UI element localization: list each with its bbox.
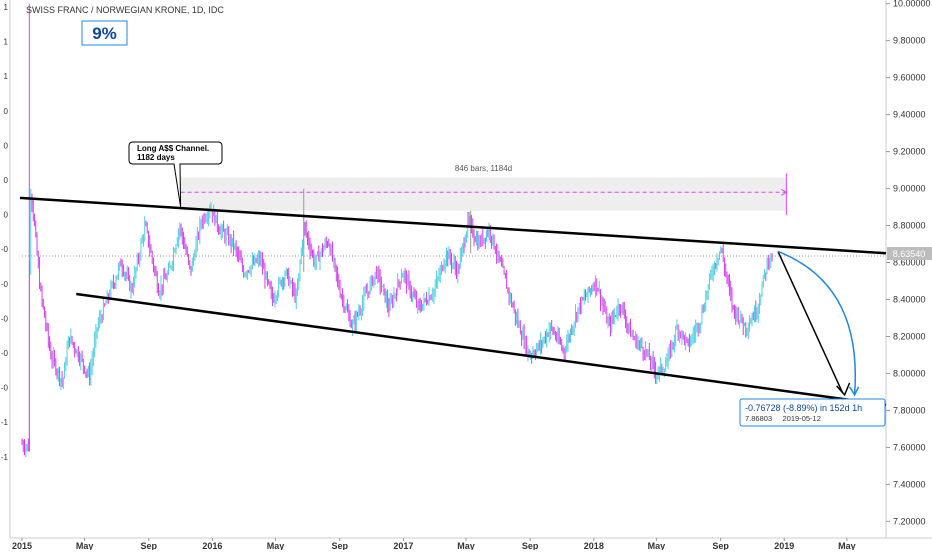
percent-badge: 9% <box>92 24 117 43</box>
left-scale-label: -0 <box>1 280 9 289</box>
last-price-label: 8.63540 <box>893 249 926 259</box>
left-scale-label: -1 <box>1 418 9 427</box>
range-label: 846 bars, 1184d <box>455 164 512 173</box>
x-tick-label: Sep <box>331 541 348 550</box>
y-tick-label: 8.40000 <box>893 295 926 305</box>
left-scale-label: 1 <box>4 3 9 12</box>
y-tick-label: 7.20000 <box>893 516 926 526</box>
y-tick-label: 10.00000 <box>893 0 931 9</box>
y-tick-label: 9.20000 <box>893 147 926 157</box>
projection-drawing[interactable] <box>777 250 860 397</box>
trendline-upper[interactable] <box>19 196 887 255</box>
callout-bubble <box>128 141 223 208</box>
trendline-lower[interactable] <box>76 292 887 407</box>
left-scale: 1 1 1 0 0 0 0 -0 -0 -0 -0 -0 -1 -1 <box>1 3 9 462</box>
left-scale-label: 0 <box>4 107 9 116</box>
y-tick-label: 7.40000 <box>893 479 926 489</box>
y-tick-label: 8.60000 <box>893 258 926 268</box>
x-tick-label: Sep <box>522 541 539 550</box>
left-scale-label: 0 <box>4 211 9 220</box>
callout-line-2: 1182 days <box>137 153 175 162</box>
x-tick-label: Sep <box>712 541 729 550</box>
percent-badge-box <box>81 20 128 46</box>
x-tick-label: Sep <box>141 541 158 550</box>
left-scale-label: 0 <box>4 176 9 185</box>
x-tick-label: 2018 <box>584 541 604 550</box>
left-scale-label: -0 <box>1 349 9 358</box>
x-tick-label: May <box>457 541 475 550</box>
x-tick-label: 2017 <box>393 541 413 550</box>
callout-line-1: Long A$$ Channel. <box>137 144 209 153</box>
y-tick-label: 9.80000 <box>893 36 926 46</box>
x-tick-label: 2019 <box>774 541 794 550</box>
price-axis[interactable]: 10.00000 9.80000 9.60000 9.40000 9.20000 9.00… <box>886 0 931 526</box>
left-scale-label: -1 <box>1 453 9 462</box>
projection-label: -0.76728 (-8.89%) in 152d 1h 7.86803 201… <box>739 398 886 427</box>
y-tick-label: 8.80000 <box>893 221 926 231</box>
range-arrow-head <box>781 188 788 196</box>
left-scale-label: 1 <box>4 38 9 47</box>
y-tick-label: 7.80000 <box>893 405 926 415</box>
projection-label-line-1: -0.76728 (-8.89%) in 152d 1h <box>745 403 862 413</box>
left-scale-label: -0 <box>1 245 9 254</box>
x-tick-label: 2016 <box>202 541 222 550</box>
date-price-range-drawing[interactable] <box>22 173 886 257</box>
x-tick-label: May <box>76 541 94 550</box>
left-scale-label: 1 <box>4 72 9 81</box>
y-tick-label: 9.00000 <box>893 184 926 194</box>
y-tick-label: 8.00000 <box>893 368 926 378</box>
chart-title: SWISS FRANC / NORWEGIAN KRONE, 1D, IDC <box>26 5 224 15</box>
y-tick-label: 7.60000 <box>893 442 926 452</box>
left-scale-label: -0 <box>1 314 9 323</box>
x-tick-label: May <box>267 541 285 550</box>
channel-callout[interactable]: Long A$$ Channel. 1182 days <box>128 141 223 208</box>
x-tick-label: May <box>648 541 666 550</box>
projection-arrow-head <box>836 382 851 397</box>
projection-curve-head <box>848 386 860 397</box>
y-tick-label: 8.20000 <box>893 331 926 341</box>
last-price-box <box>887 247 932 260</box>
x-tick-label: May <box>838 541 856 550</box>
projection-curve[interactable] <box>777 250 857 394</box>
trendlines[interactable] <box>19 196 887 407</box>
left-scale-label: 0 <box>4 141 9 150</box>
projection-straight-arrow[interactable] <box>777 251 844 394</box>
y-tick-label: 9.60000 <box>893 73 926 83</box>
projection-label-line-2: 7.86803 2019-05-12 <box>745 414 821 423</box>
projection-label-box <box>739 398 886 427</box>
left-scale-label: -0 <box>1 384 9 393</box>
range-box[interactable] <box>180 177 787 211</box>
y-tick-label: 9.40000 <box>893 110 926 120</box>
candle-series <box>21 3 773 457</box>
time-axis[interactable]: 2015 May Sep 2016 May Sep 2017 May Sep 2018 May Sep… <box>12 538 856 551</box>
x-tick-label: 2015 <box>12 541 32 550</box>
